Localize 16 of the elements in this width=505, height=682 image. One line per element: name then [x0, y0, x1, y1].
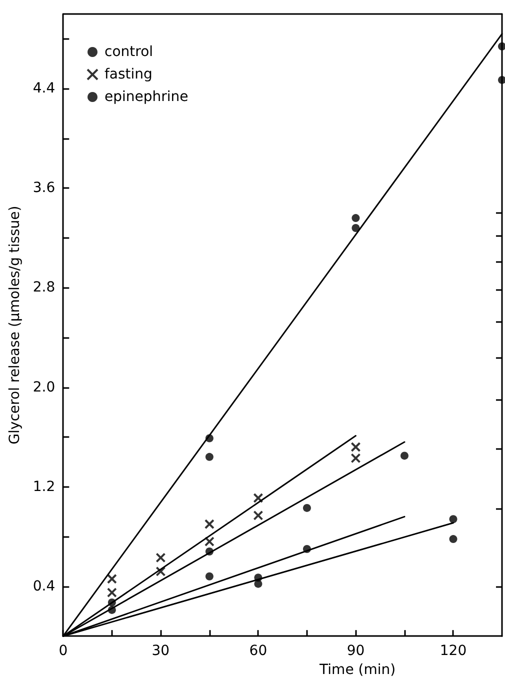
x-axis-title: Time (min): [318, 662, 396, 678]
x-tick-label: 120: [440, 643, 467, 660]
y-tick-label: 2.0: [32, 379, 56, 396]
x-tick-label: 90: [346, 643, 365, 660]
y-tick-label: 2.8: [32, 280, 56, 296]
y-tick-label: 3.6: [32, 180, 56, 196]
legend-label: epinephrine: [104, 89, 188, 105]
x-tick-label: 0: [58, 643, 68, 660]
y-axis-title: Glycerol release (µmoles/g tissue): [7, 206, 23, 444]
legend-label: fasting: [104, 66, 152, 82]
x-tick-label: 30: [152, 643, 170, 660]
legend-label: control: [104, 44, 154, 60]
y-tick-label: 4.4: [32, 80, 56, 97]
y-tick-label: 0.4: [32, 578, 56, 594]
x-tick-label: 60: [249, 643, 268, 660]
y-tick-label: 1.2: [32, 478, 56, 495]
